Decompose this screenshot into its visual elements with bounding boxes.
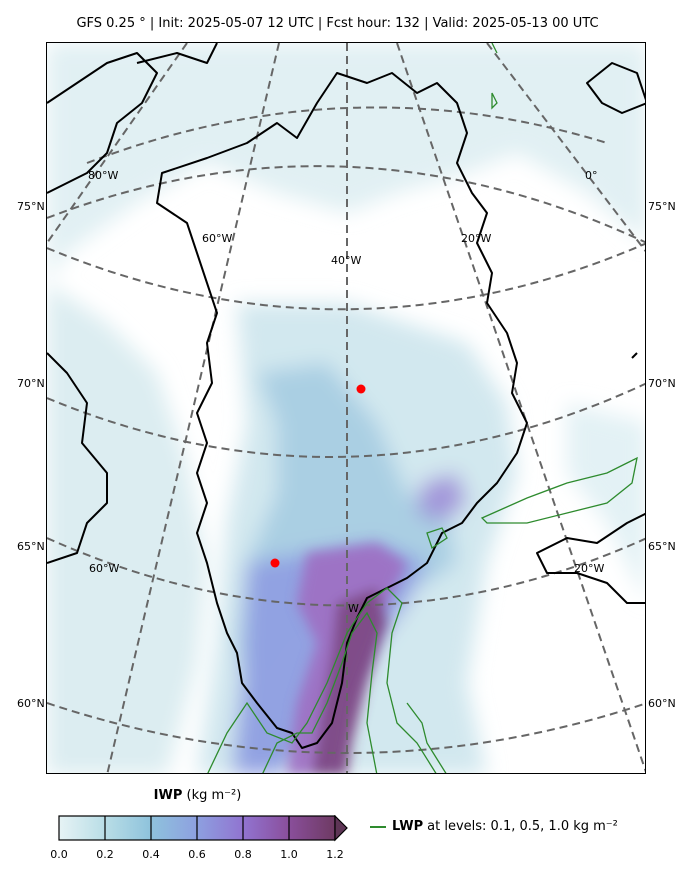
colorbar-title: IWP (kg m⁻²) [60,788,335,803]
meridian-60w [106,43,280,773]
station-markers [270,384,366,568]
lwp-contour-south-east [406,702,447,773]
lwp-contour-east-spot [426,527,448,550]
lat-label-left-60: 60°N [17,697,45,710]
latitude-line-65 [47,382,645,458]
colorbar-tick-5: 1.0 [280,848,298,861]
lat-label-left-70: 70°N [17,377,45,390]
colorbar-extend-arrow [334,815,348,842]
lwp-legend-line [370,825,386,828]
iwp-region-light-west [47,283,207,773]
coastline-canada-northwest [47,52,158,194]
station-marker-south [270,558,280,568]
lwp-contour-south-outer [207,587,437,773]
iwp-region-dark [312,588,387,773]
lwp-contours [207,43,638,773]
colorbar-tick-4: 0.8 [234,848,252,861]
lon-label-20w-north: 20°W [461,232,492,245]
graticule [47,43,645,773]
coastline-iceland [536,512,645,604]
colorbar-title-units: (kg m⁻²) [182,788,242,803]
colorbar-tick-0: 0.0 [50,848,68,861]
meridian-20w [396,43,645,773]
lat-label-left-75: 75°N [17,200,45,213]
lat-label-right-60: 60°N [648,697,676,710]
coastline-baffin [47,352,108,564]
lon-label-20w-south: 20°W [574,562,605,575]
lwp-legend-title: LWP [392,819,424,834]
lon-label-80w: 80°W [88,169,119,182]
lon-label-60w-south: 60°W [89,562,120,575]
colorbar-dividers [104,816,290,840]
lat-label-right-65: 65°N [648,540,676,553]
coastline-jan-mayen [631,352,638,359]
lwp-legend-text: at levels: 0.1, 0.5, 1.0 kg m⁻² [427,819,618,834]
colorbar-tick-2: 0.4 [142,848,160,861]
lat-label-left-65: 65°N [17,540,45,553]
lwp-contour-iceland-strait [480,456,638,524]
iwp-region-east-spot [417,473,467,523]
lon-label-40w-south: W [348,602,359,615]
lat-label-right-70: 70°N [648,377,676,390]
colorbar-tick-3: 0.6 [188,848,206,861]
coastline-svalbard [586,62,645,114]
lon-label-60w-north: 60°W [202,232,233,245]
lon-label-40w: 40°W [331,254,362,267]
lwp-legend: LWP at levels: 0.1, 0.5, 1.0 kg m⁻² [370,819,618,834]
meridian-80w [47,43,188,244]
coastline-greenland [156,72,528,749]
meridian-0 [486,43,645,253]
colorbar-tick-1: 0.2 [96,848,114,861]
colorbar-title-var: IWP [153,788,183,803]
iwp-region-light-east [567,403,645,599]
latitude-line-70 [47,242,645,311]
iwp-field [47,43,645,773]
coastlines [47,43,645,749]
map-title: GFS 0.25 ° | Init: 2025-05-07 12 UTC | F… [76,16,599,31]
lwp-contour-south-inner [262,611,378,773]
lwp-contour-north [491,43,498,110]
station-marker-north [356,384,366,394]
colorbar-tick-6: 1.2 [326,848,344,861]
coastline-ellesmere [136,43,218,64]
map-canvas [47,43,645,773]
lat-label-right-75: 75°N [648,200,676,213]
map-panel: 80°W 60°W 40°W 20°W 0° 60°W 20°W W [46,42,646,774]
iwp-colorbar [58,815,348,842]
lon-label-0: 0° [585,169,598,182]
